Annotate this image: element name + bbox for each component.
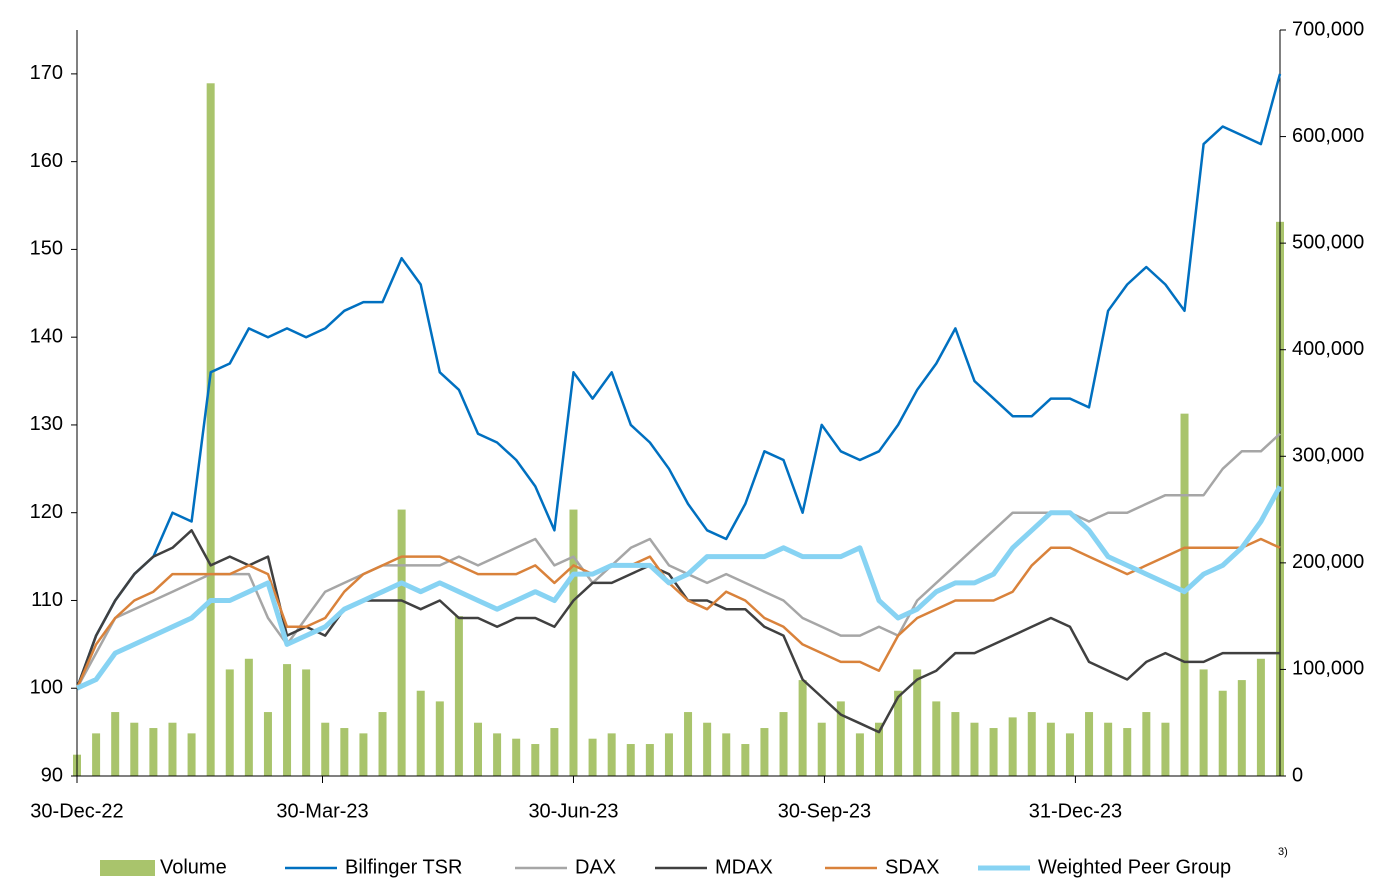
volume-bar (1104, 722, 1113, 776)
volume-bar (149, 728, 158, 776)
volume-bar (1256, 658, 1265, 776)
volume-bar (569, 509, 578, 776)
volume-bar (1180, 413, 1189, 776)
volume-bar (1123, 728, 1132, 776)
y-tick-label: 90 (41, 764, 63, 786)
volume-bar (474, 722, 482, 776)
y-tick-label: 100 (30, 677, 63, 699)
y2-tick-label: 300,000 (1292, 445, 1364, 467)
volume-bar (454, 616, 463, 776)
y2-tick-label: 200,000 (1292, 551, 1364, 573)
volume-bar (130, 722, 139, 776)
volume-bar (225, 669, 234, 776)
volume-bar (1046, 722, 1055, 776)
legend-label: Bilfinger TSR (345, 856, 462, 878)
legend-label: SDAX (885, 856, 939, 878)
series-line (75, 485, 1283, 691)
volume-bar (493, 733, 502, 776)
volume-bar (607, 733, 616, 776)
y-tick-label: 170 (30, 62, 63, 84)
volume-bar (645, 744, 654, 776)
y2-tick-label: 700,000 (1292, 18, 1364, 40)
volume-bar (779, 712, 788, 776)
volume-bar (703, 722, 712, 776)
volume-bar (722, 733, 731, 776)
y2-tick-label: 500,000 (1292, 231, 1364, 253)
volume-bar (340, 728, 349, 776)
volume-bar (894, 690, 903, 776)
x-tick-label: 31-Dec-23 (1029, 800, 1122, 822)
volume-bar (321, 722, 330, 776)
volume-bar (1237, 680, 1246, 776)
y2-tick-label: 0 (1292, 764, 1303, 786)
volume-bar (378, 712, 387, 776)
y-tick-label: 110 (31, 589, 63, 611)
volume-bar (626, 744, 635, 776)
series-line (75, 432, 1281, 689)
volume-bar (664, 733, 673, 776)
volume-bar (855, 733, 864, 776)
y-tick-label: 160 (30, 150, 63, 172)
volume-bar (92, 733, 101, 776)
volume-bar (817, 722, 826, 776)
volume-bar (932, 701, 941, 776)
y2-tick-label: 100,000 (1292, 658, 1364, 680)
volume-bar (550, 728, 559, 776)
volume-bar (1085, 712, 1094, 776)
series-line (75, 537, 1281, 689)
volume-bar (1065, 733, 1074, 776)
volume-bar (1161, 722, 1170, 776)
y-tick-label: 130 (30, 413, 63, 435)
volume-bar (244, 658, 253, 776)
y-tick-label: 140 (30, 325, 63, 347)
volume-bar (836, 701, 845, 776)
y2-tick-label: 400,000 (1292, 338, 1364, 360)
volume-bar (512, 738, 521, 776)
volume-bar (168, 722, 177, 776)
volume-bar (263, 712, 272, 776)
volume-bar (1199, 669, 1208, 776)
legend-label: DAX (575, 856, 616, 878)
legend-label: Weighted Peer Group (1038, 856, 1231, 878)
volume-bar (111, 712, 120, 776)
volume-bar (397, 509, 406, 776)
volume-bar (1008, 717, 1017, 776)
volume-bar (684, 712, 693, 776)
volume-bar (416, 690, 425, 776)
volume-bar (989, 728, 998, 776)
volume-bar (798, 680, 807, 776)
series-line (75, 73, 1282, 689)
legend-label: MDAX (715, 856, 773, 878)
volume-bar (1027, 712, 1036, 776)
x-tick-label: 30-Mar-23 (276, 800, 368, 822)
y-tick-label: 120 (30, 501, 63, 523)
volume-bar (588, 738, 597, 776)
volume-bar (206, 83, 215, 777)
legend-label: Volume (160, 856, 227, 878)
y-tick-label: 150 (30, 238, 63, 260)
volume-bar (951, 712, 960, 776)
y2-tick-label: 600,000 (1292, 125, 1364, 147)
volume-bar (187, 733, 196, 776)
volume-bar (302, 669, 311, 776)
volume-bar (283, 664, 292, 776)
volume-bar (760, 728, 769, 776)
volume-bar (1218, 690, 1227, 776)
volume-bar (1142, 712, 1151, 776)
volume-bar (913, 669, 922, 776)
volume-bar (875, 722, 883, 776)
series-line (75, 529, 1280, 734)
volume-bar (531, 744, 540, 776)
volume-bar (359, 733, 368, 776)
x-tick-label: 30-Dec-22 (30, 800, 123, 822)
legend-swatch (100, 860, 155, 876)
x-tick-label: 30-Sep-23 (778, 800, 871, 822)
volume-bar (741, 744, 750, 776)
volume-bar (970, 722, 979, 776)
volume-bar (435, 701, 444, 776)
x-tick-label: 30-Jun-23 (528, 800, 618, 822)
footnote: 3) (1278, 846, 1288, 858)
